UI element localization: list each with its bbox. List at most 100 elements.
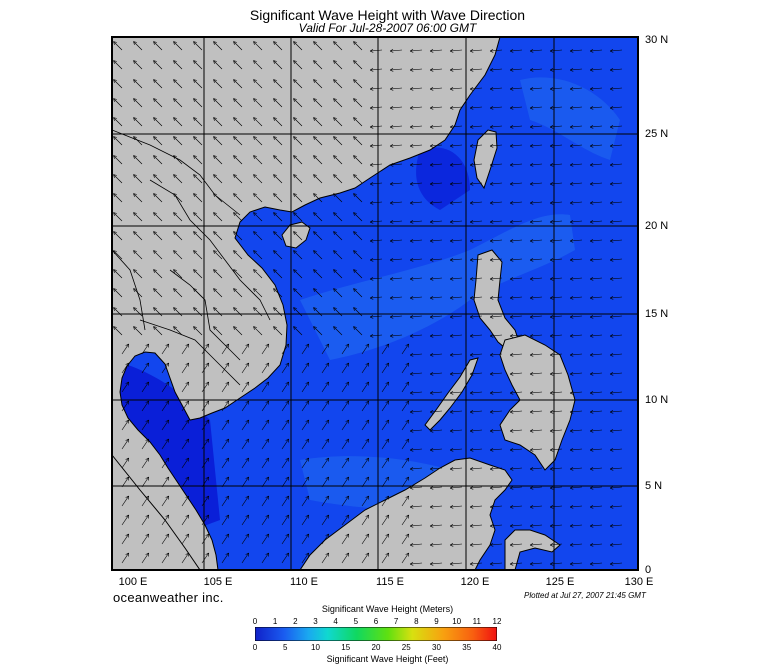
wave-arrow-head — [609, 164, 614, 167]
wave-arrow — [610, 315, 623, 318]
wave-arrow — [193, 212, 203, 222]
wave-arrow-head — [489, 276, 494, 280]
wave-arrow-head — [293, 212, 295, 216]
wave-arrow-head — [469, 221, 474, 224]
wave-arrow-head — [385, 457, 389, 460]
wave-arrow-head — [293, 136, 295, 140]
wave-arrow-head — [273, 155, 277, 157]
wave-arrow — [181, 552, 189, 564]
wave-arrow — [201, 400, 209, 412]
wave-arrow — [390, 296, 403, 299]
wave-arrow-head — [409, 50, 414, 53]
wave-arrow — [213, 269, 223, 279]
wave-arrow-head — [245, 400, 249, 403]
wave-arrow-head — [589, 67, 594, 71]
wave-arrow-head — [293, 307, 295, 311]
wave-arrow-head — [213, 174, 217, 176]
wave-arrow-head — [193, 307, 197, 309]
wave-arrow — [121, 343, 129, 355]
wave-arrow-head — [409, 202, 414, 205]
wave-arrow — [233, 79, 243, 89]
wave-arrow-head — [429, 428, 434, 432]
wave-arrow-head — [293, 231, 295, 235]
wave-arrow-head — [333, 307, 335, 311]
wave-arrow — [281, 552, 289, 564]
wave-arrow — [510, 334, 523, 337]
wave-arrow — [530, 315, 543, 318]
wave-arrow-head — [305, 343, 309, 346]
wave-arrow — [241, 514, 249, 526]
wave-arrow-head — [225, 400, 229, 403]
wave-arrow — [273, 98, 283, 108]
wave-arrow — [121, 533, 129, 545]
wave-arrow — [530, 239, 543, 242]
wave-arrow — [610, 391, 623, 394]
wave-arrow — [273, 174, 283, 184]
wave-arrow-head — [245, 476, 249, 479]
wave-arrow-head — [233, 269, 237, 271]
wave-arrow-head — [449, 200, 454, 204]
colorbar-meter-tick: 9 — [434, 617, 439, 626]
wave-arrow — [470, 68, 483, 71]
wave-arrow — [133, 41, 143, 51]
wave-arrow — [570, 562, 583, 565]
wave-arrow-head — [589, 162, 594, 166]
wave-arrow — [550, 353, 563, 356]
wave-arrow-head — [145, 381, 149, 384]
wave-arrow-head — [489, 430, 494, 433]
wave-arrow — [530, 372, 543, 375]
wave-arrow-head — [113, 269, 117, 271]
wave-arrow-head — [469, 390, 474, 394]
wave-arrow — [201, 533, 209, 545]
wave-arrow-head — [409, 181, 414, 185]
wave-arrow-head — [509, 221, 514, 224]
wave-arrow-head — [409, 392, 414, 395]
wave-arrow-head — [429, 525, 434, 528]
wave-arrow-head — [405, 514, 409, 517]
wave-arrow-head — [449, 525, 454, 528]
wave-arrow — [590, 296, 603, 299]
wave-arrow-head — [589, 276, 594, 280]
wave-arrow-head — [285, 362, 289, 365]
wave-arrow — [261, 533, 269, 545]
wave-arrow — [181, 476, 189, 488]
wave-arrow-head — [489, 50, 494, 53]
wave-arrow-head — [345, 514, 349, 517]
wave-arrow — [390, 315, 403, 318]
wave-arrow-head — [405, 419, 409, 422]
wave-arrow-head — [589, 352, 594, 356]
wave-arrow — [321, 343, 329, 355]
wave-arrow — [370, 239, 383, 242]
wave-arrow-head — [409, 468, 414, 471]
wave-arrow-head — [365, 514, 369, 517]
wave-arrow — [113, 117, 123, 127]
wave-arrow — [450, 505, 463, 508]
wave-arrow — [470, 486, 483, 489]
wave-arrow-head — [193, 212, 195, 216]
wave-arrow-head — [333, 193, 337, 195]
wave-arrow-head — [529, 295, 534, 299]
wave-arrow-head — [469, 67, 474, 71]
wave-arrow-head — [273, 212, 275, 216]
wave-arrow-head — [609, 240, 614, 243]
wave-arrow-head — [449, 430, 454, 433]
wave-arrow — [241, 438, 249, 450]
wave-arrow-head — [529, 411, 534, 414]
wave-arrow — [321, 514, 329, 526]
wave-arrow-head — [429, 278, 434, 281]
wave-arrow — [133, 326, 143, 336]
wave-arrow-head — [409, 354, 414, 357]
wave-arrow-head — [205, 533, 209, 536]
wave-arrow-head — [125, 419, 129, 422]
wave-arrow-head — [509, 162, 514, 166]
wave-arrow-head — [569, 257, 574, 261]
wave-arrow-head — [133, 307, 135, 311]
wave-arrow — [121, 438, 129, 450]
wave-arrow — [273, 79, 283, 89]
wave-arrow-head — [549, 544, 554, 547]
wave-arrow — [530, 391, 543, 394]
wave-arrow — [430, 562, 443, 565]
wave-arrow — [321, 438, 329, 450]
wave-arrow-head — [489, 409, 494, 413]
wave-arrow-head — [469, 88, 474, 91]
